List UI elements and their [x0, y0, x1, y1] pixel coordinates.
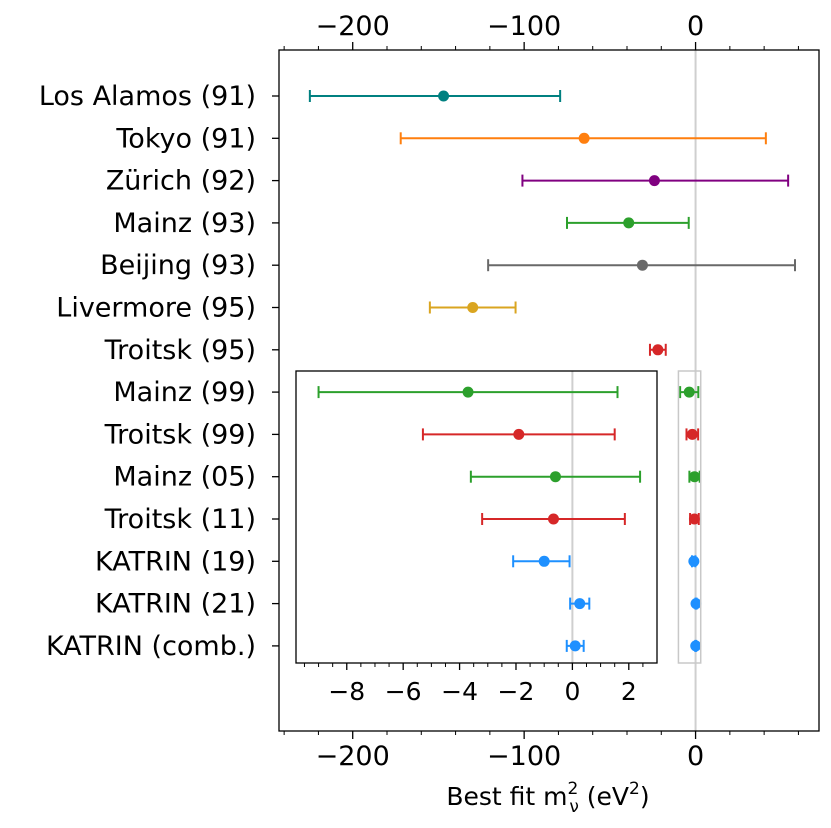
x-title-suffix-sup: 2	[629, 779, 640, 799]
y-tick-label: Beijing (93)	[100, 250, 256, 281]
y-tick-label: Zürich (92)	[106, 166, 256, 197]
top-x-tick-label: −200	[316, 11, 390, 42]
y-tick-label: Livermore (95)	[56, 293, 256, 324]
data-point-2	[399, 132, 767, 145]
y-tick-label: Mainz (99)	[113, 377, 256, 408]
zoom-region-box	[677, 370, 702, 664]
bottom-x-tick-label: −100	[487, 741, 561, 772]
bottom-x-tick-label: 0	[687, 741, 704, 772]
y-tick-label: KATRIN (comb.)	[46, 631, 256, 662]
inset-data-point-5	[512, 555, 571, 568]
x-title-prefix: Best fit m	[446, 782, 567, 811]
x-axis-title: Best fit m2 ν (eV2)	[446, 779, 649, 817]
x-title-sup: 2	[568, 779, 579, 799]
data-marker	[467, 302, 479, 313]
y-tick-label: Troitsk (11)	[104, 504, 256, 535]
data-marker	[686, 428, 698, 440]
x-title-sub: ν	[569, 797, 579, 817]
inset-data-point-4	[481, 513, 626, 525]
data-point-4	[566, 216, 690, 229]
data-point-1	[308, 90, 562, 102]
data-point-11	[688, 513, 700, 525]
inset-data-marker	[513, 428, 525, 440]
inset-data-point-6	[569, 597, 591, 610]
data-point-13	[690, 597, 702, 610]
data-marker	[636, 259, 648, 271]
inset-x-tick-label: 0	[564, 677, 580, 706]
inset-data-point-7	[565, 639, 585, 652]
top-x-axis: −200 −100 0	[283, 11, 799, 50]
inset-data-marker	[549, 471, 561, 483]
inset-x-tick-label: −8	[328, 677, 365, 706]
data-marker	[690, 598, 702, 610]
data-point-7	[648, 343, 667, 356]
inset-x-tick-label: −6	[385, 677, 422, 706]
data-point-14	[690, 639, 702, 652]
inset-marks	[317, 386, 642, 652]
data-point-12	[688, 555, 700, 568]
data-marker	[688, 513, 700, 525]
y-tick-label: Troitsk (95)	[104, 335, 256, 366]
inset-data-marker	[538, 555, 550, 567]
top-x-tick-label: −100	[487, 11, 561, 42]
main-marks	[308, 90, 796, 652]
data-marker	[690, 640, 702, 652]
inset-x-tick-label: −2	[498, 677, 535, 706]
inset-x-axis: −8 −6 −4 −2 0 2	[303, 663, 644, 706]
inset-data-point-2	[421, 428, 616, 441]
y-tick-label: Troitsk (99)	[104, 419, 256, 450]
y-tick-label: Los Alamos (91)	[39, 81, 256, 112]
inset-x-tick-label: −4	[441, 677, 478, 706]
data-marker	[652, 344, 664, 356]
inset-data-marker	[547, 513, 559, 525]
inset-data-point-3	[469, 470, 642, 483]
y-tick-label: Mainz (93)	[113, 208, 256, 239]
inset-data-marker	[462, 386, 474, 398]
y-tick-label: KATRIN (21)	[95, 589, 256, 620]
data-point-3	[521, 174, 790, 187]
data-point-8	[679, 386, 700, 399]
data-marker	[689, 471, 701, 483]
y-tick-label: KATRIN (19)	[95, 546, 256, 577]
inset-x-tick-label: 2	[621, 677, 637, 706]
y-tick-label: Mainz (05)	[113, 462, 256, 493]
data-point-5	[487, 259, 796, 272]
data-marker	[688, 555, 700, 567]
data-marker	[683, 386, 695, 398]
inset-data-point-1	[317, 386, 619, 399]
y-axis-labels: Los Alamos (91) Tokyo (91) Zürich (92) Main…	[39, 81, 279, 662]
data-marker	[648, 175, 660, 187]
bottom-x-tick-label: −200	[316, 741, 390, 772]
x-title-suffix-open: (eV	[579, 782, 629, 811]
data-point-6	[428, 301, 517, 314]
inset-data-marker	[574, 598, 586, 610]
inset-plot: −8 −6 −4 −2 0 2	[295, 370, 658, 706]
bottom-x-axis: −200 −100 0	[283, 731, 799, 772]
inset-background	[296, 371, 657, 663]
data-marker	[438, 90, 450, 102]
data-point-10	[688, 470, 701, 483]
top-x-tick-label: 0	[687, 11, 704, 42]
inset-data-marker	[569, 640, 581, 652]
data-point-9	[685, 428, 700, 441]
y-tick-label: Tokyo (91)	[115, 123, 256, 154]
data-marker	[578, 132, 590, 144]
inset-frame	[295, 370, 658, 664]
main-plot-frame	[278, 49, 820, 732]
data-marker	[623, 217, 635, 229]
main-plot: −200 −100 0 −200 −100 0 Los Alamos (91) Tokyo…	[39, 11, 820, 772]
x-title-suffix-close: )	[640, 782, 650, 811]
